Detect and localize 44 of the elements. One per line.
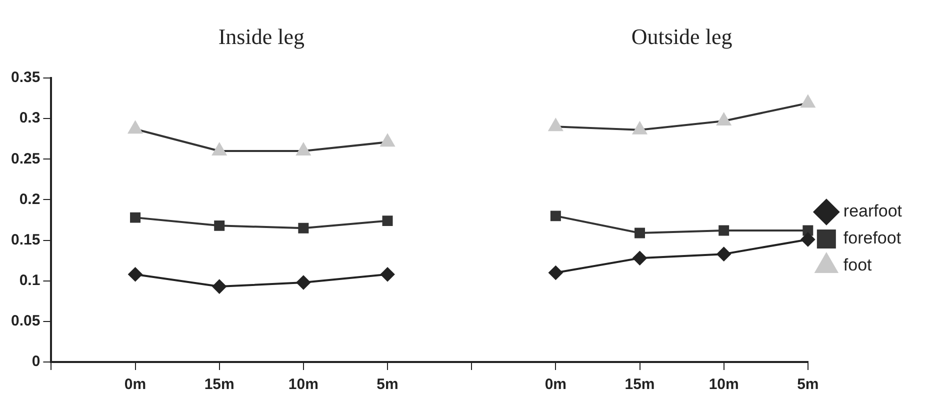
point bbox=[634, 228, 645, 238]
point bbox=[548, 118, 563, 132]
legend-label: rearfoot bbox=[843, 202, 902, 221]
point bbox=[716, 247, 731, 262]
y-tick-label: 0.1 bbox=[19, 272, 40, 289]
x-tick-label: 5m bbox=[376, 376, 398, 394]
y-tick-label: 0.35 bbox=[10, 69, 40, 86]
point bbox=[128, 121, 142, 134]
point bbox=[800, 95, 815, 108]
point bbox=[550, 210, 561, 222]
point bbox=[130, 212, 141, 223]
point bbox=[716, 113, 731, 126]
x-tick-label: 10m bbox=[288, 376, 318, 394]
x-tick-label: 0m bbox=[124, 376, 146, 394]
point bbox=[718, 225, 730, 236]
legend-label: foot bbox=[843, 256, 872, 275]
point bbox=[214, 220, 225, 231]
y-tick-label: 0.05 bbox=[10, 312, 40, 330]
point bbox=[296, 275, 310, 290]
point bbox=[298, 222, 309, 234]
point bbox=[296, 143, 310, 156]
y-tick-label: 0 bbox=[32, 353, 40, 370]
point bbox=[382, 216, 393, 226]
x-tick-label: 15m bbox=[624, 376, 655, 394]
point bbox=[632, 251, 647, 266]
y-tick-label: 0.2 bbox=[19, 190, 40, 208]
y-tick-label: 0.3 bbox=[19, 110, 40, 127]
x-tick-label: 5m bbox=[797, 376, 819, 394]
point bbox=[212, 143, 226, 156]
point bbox=[380, 134, 395, 147]
point bbox=[212, 280, 226, 294]
text: Outside leg bbox=[631, 24, 732, 49]
y-tick-label: 0.25 bbox=[10, 150, 40, 168]
text: Inside leg bbox=[218, 24, 304, 49]
x-tick-label: 10m bbox=[708, 376, 739, 394]
x-tick-label: 15m bbox=[204, 376, 234, 394]
y-tick-label: 0.15 bbox=[10, 231, 40, 248]
legend-label: forefoot bbox=[843, 228, 902, 248]
point bbox=[800, 232, 815, 246]
x-tick-label: 0m bbox=[544, 376, 567, 394]
point bbox=[128, 267, 142, 282]
point bbox=[632, 122, 647, 134]
point bbox=[380, 267, 395, 282]
point bbox=[548, 266, 563, 280]
